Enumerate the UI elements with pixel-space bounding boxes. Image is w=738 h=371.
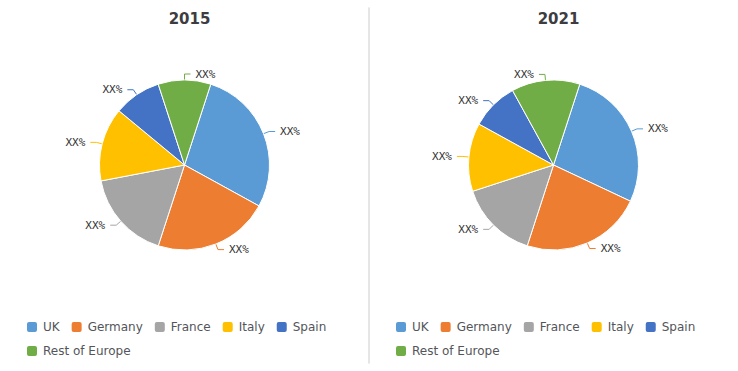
svg-text:XX%: XX% (229, 243, 249, 256)
svg-text:France: France (540, 320, 580, 334)
svg-text:XX%: XX% (601, 242, 621, 255)
svg-text:Germany: Germany (88, 320, 143, 334)
svg-text:Germany: Germany (457, 320, 512, 334)
svg-text:XX%: XX% (458, 223, 478, 236)
svg-text:UK: UK (412, 320, 430, 334)
svg-text:XX%: XX% (102, 83, 122, 96)
svg-text:XX%: XX% (458, 94, 478, 107)
svg-text:XX%: XX% (648, 122, 668, 135)
svg-text:Spain: Spain (662, 320, 696, 334)
svg-text:XX%: XX% (65, 136, 85, 149)
svg-text:Rest of Europe: Rest of Europe (412, 344, 500, 358)
svg-text:UK: UK (43, 320, 61, 334)
svg-text:Italy: Italy (608, 320, 634, 334)
svg-text:XX%: XX% (432, 150, 452, 163)
svg-text:France: France (171, 320, 211, 334)
svg-text:Spain: Spain (293, 320, 327, 334)
svg-text:2021: 2021 (538, 10, 580, 28)
svg-text:2015: 2015 (169, 10, 211, 28)
svg-text:XX%: XX% (196, 68, 216, 81)
svg-text:XX%: XX% (280, 125, 300, 138)
svg-text:Rest of Europe: Rest of Europe (43, 344, 131, 358)
svg-text:XX%: XX% (514, 68, 534, 81)
svg-text:XX%: XX% (85, 219, 105, 232)
svg-text:Italy: Italy (239, 320, 265, 334)
